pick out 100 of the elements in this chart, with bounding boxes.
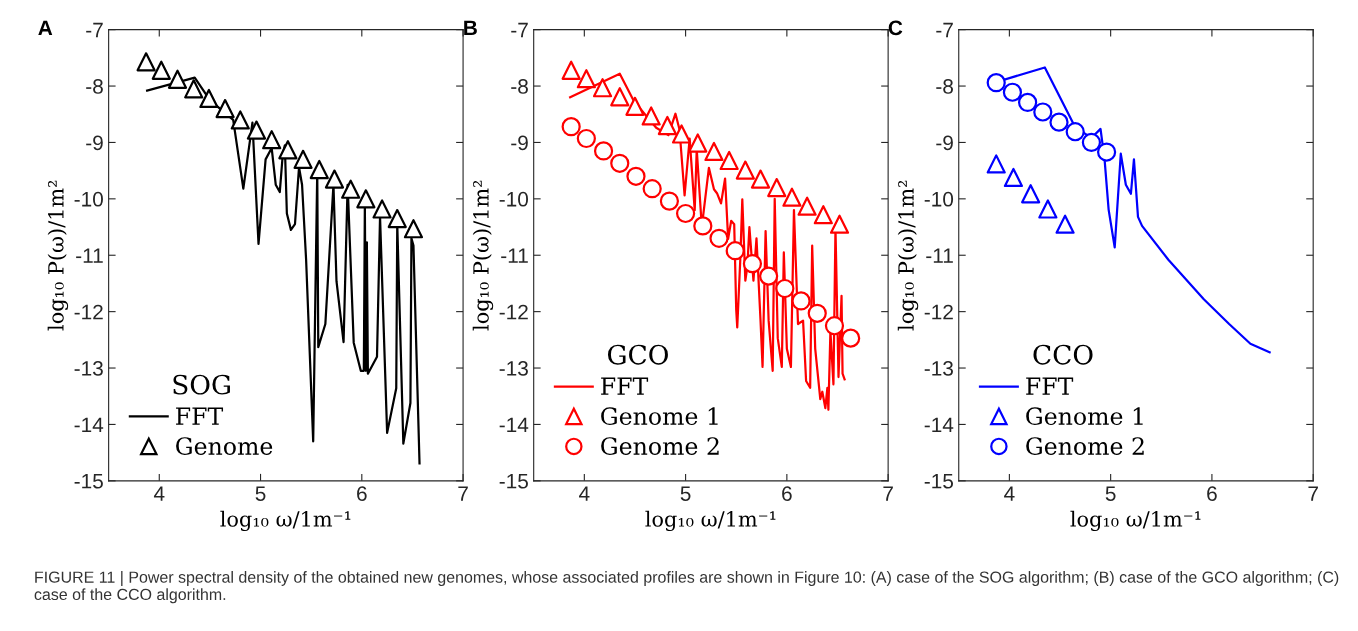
y-tick-label: -14 — [74, 417, 104, 432]
legend-label: Genome 2 — [1026, 437, 1144, 455]
point — [1055, 214, 1075, 234]
legend-title: SOG — [173, 374, 230, 395]
point — [561, 117, 581, 137]
x-tick-label: 6 — [357, 486, 367, 501]
legend-label: Genome — [176, 437, 273, 455]
point — [671, 124, 692, 144]
x-tick-label: 5 — [680, 486, 691, 501]
x-tick-label: 6 — [782, 486, 792, 501]
point — [1033, 102, 1053, 122]
y-tick-label: -10 — [499, 191, 529, 207]
y-tick-label: -11 — [926, 248, 953, 263]
point — [767, 177, 787, 198]
point — [576, 128, 596, 149]
y-tick-label: -8 — [86, 79, 103, 94]
x-tick-label: 4 — [1004, 486, 1015, 501]
point — [324, 169, 345, 189]
y-tick-label: -8 — [936, 79, 953, 94]
legend-title: GCO — [607, 344, 668, 365]
y-tick-label: -13 — [924, 361, 953, 376]
point — [725, 241, 745, 261]
point — [675, 203, 696, 224]
point — [1017, 92, 1038, 113]
point — [184, 79, 204, 99]
point — [735, 160, 755, 180]
point — [230, 110, 250, 130]
y-tick-label: -11 — [501, 248, 528, 263]
point — [592, 78, 613, 98]
point — [750, 169, 771, 189]
y-tick-label: -7 — [511, 22, 528, 38]
point — [659, 191, 680, 211]
text: A — [38, 20, 53, 36]
point — [610, 153, 630, 173]
y-axis-title: log₁₀ P(ω)/1m² — [897, 180, 919, 331]
point — [136, 52, 156, 72]
point — [593, 141, 614, 161]
point — [356, 189, 376, 209]
point — [642, 179, 662, 199]
y-tick-label: -13 — [499, 361, 528, 376]
point — [1003, 167, 1024, 188]
point — [1096, 142, 1117, 162]
point — [610, 87, 630, 107]
y-tick-label: -14 — [924, 417, 954, 432]
point — [246, 120, 267, 140]
x-tick-label: 4 — [579, 486, 590, 501]
legend-label: FFT — [601, 377, 649, 395]
y-tick-label: -13 — [74, 361, 103, 376]
point — [986, 73, 1006, 93]
point — [657, 115, 677, 136]
point — [791, 291, 811, 311]
y-tick-label: -7 — [936, 22, 953, 38]
x-tick-label: 7 — [883, 486, 893, 501]
point — [807, 303, 827, 323]
y-tick-label: -9 — [936, 135, 953, 151]
legend-label: Genome 2 — [601, 437, 719, 455]
point — [759, 266, 779, 286]
point — [829, 214, 850, 234]
x-tick-label: 6 — [1207, 486, 1217, 501]
y-tick-label: -15 — [924, 474, 954, 489]
y-tick-label: -7 — [86, 22, 103, 38]
point — [797, 196, 817, 216]
x-axis-title: log₁₀ ω/1m⁻¹ — [1070, 510, 1201, 532]
y-tick-label: -8 — [511, 79, 528, 94]
point — [1065, 122, 1085, 142]
point — [199, 88, 219, 109]
point — [576, 69, 596, 89]
point — [561, 60, 581, 80]
point — [293, 149, 313, 169]
x-tick-label: 5 — [255, 486, 266, 501]
point — [215, 99, 235, 119]
point — [719, 150, 739, 171]
x-tick-label: 4 — [153, 486, 165, 501]
point — [625, 96, 645, 116]
legend-title: CCO — [1033, 344, 1093, 365]
point — [387, 208, 407, 229]
point — [403, 219, 424, 239]
x-tick-label: 5 — [1105, 486, 1116, 501]
point — [841, 328, 861, 348]
x-tick-label: 7 — [458, 486, 468, 501]
legend-label: Genome 1 — [601, 407, 718, 426]
point — [1002, 82, 1023, 102]
point — [693, 216, 713, 236]
point — [1081, 132, 1102, 153]
y-tick-label: -10 — [74, 191, 103, 207]
point — [309, 159, 329, 180]
y-tick-label: -9 — [86, 135, 103, 151]
x-tick-label: 7 — [1308, 486, 1318, 501]
text: B — [464, 20, 477, 36]
legend-label: FFT — [176, 407, 224, 425]
y-tick-label: -10 — [924, 191, 954, 207]
y-tick-label: -9 — [511, 135, 528, 151]
y-tick-label: -12 — [499, 304, 528, 320]
legend-label: Genome 1 — [1026, 407, 1143, 426]
point — [688, 133, 708, 153]
point — [626, 166, 646, 186]
y-tick-label: -12 — [924, 304, 953, 320]
y-tick-label: -11 — [76, 248, 103, 263]
point — [709, 228, 729, 248]
point — [1038, 199, 1058, 219]
